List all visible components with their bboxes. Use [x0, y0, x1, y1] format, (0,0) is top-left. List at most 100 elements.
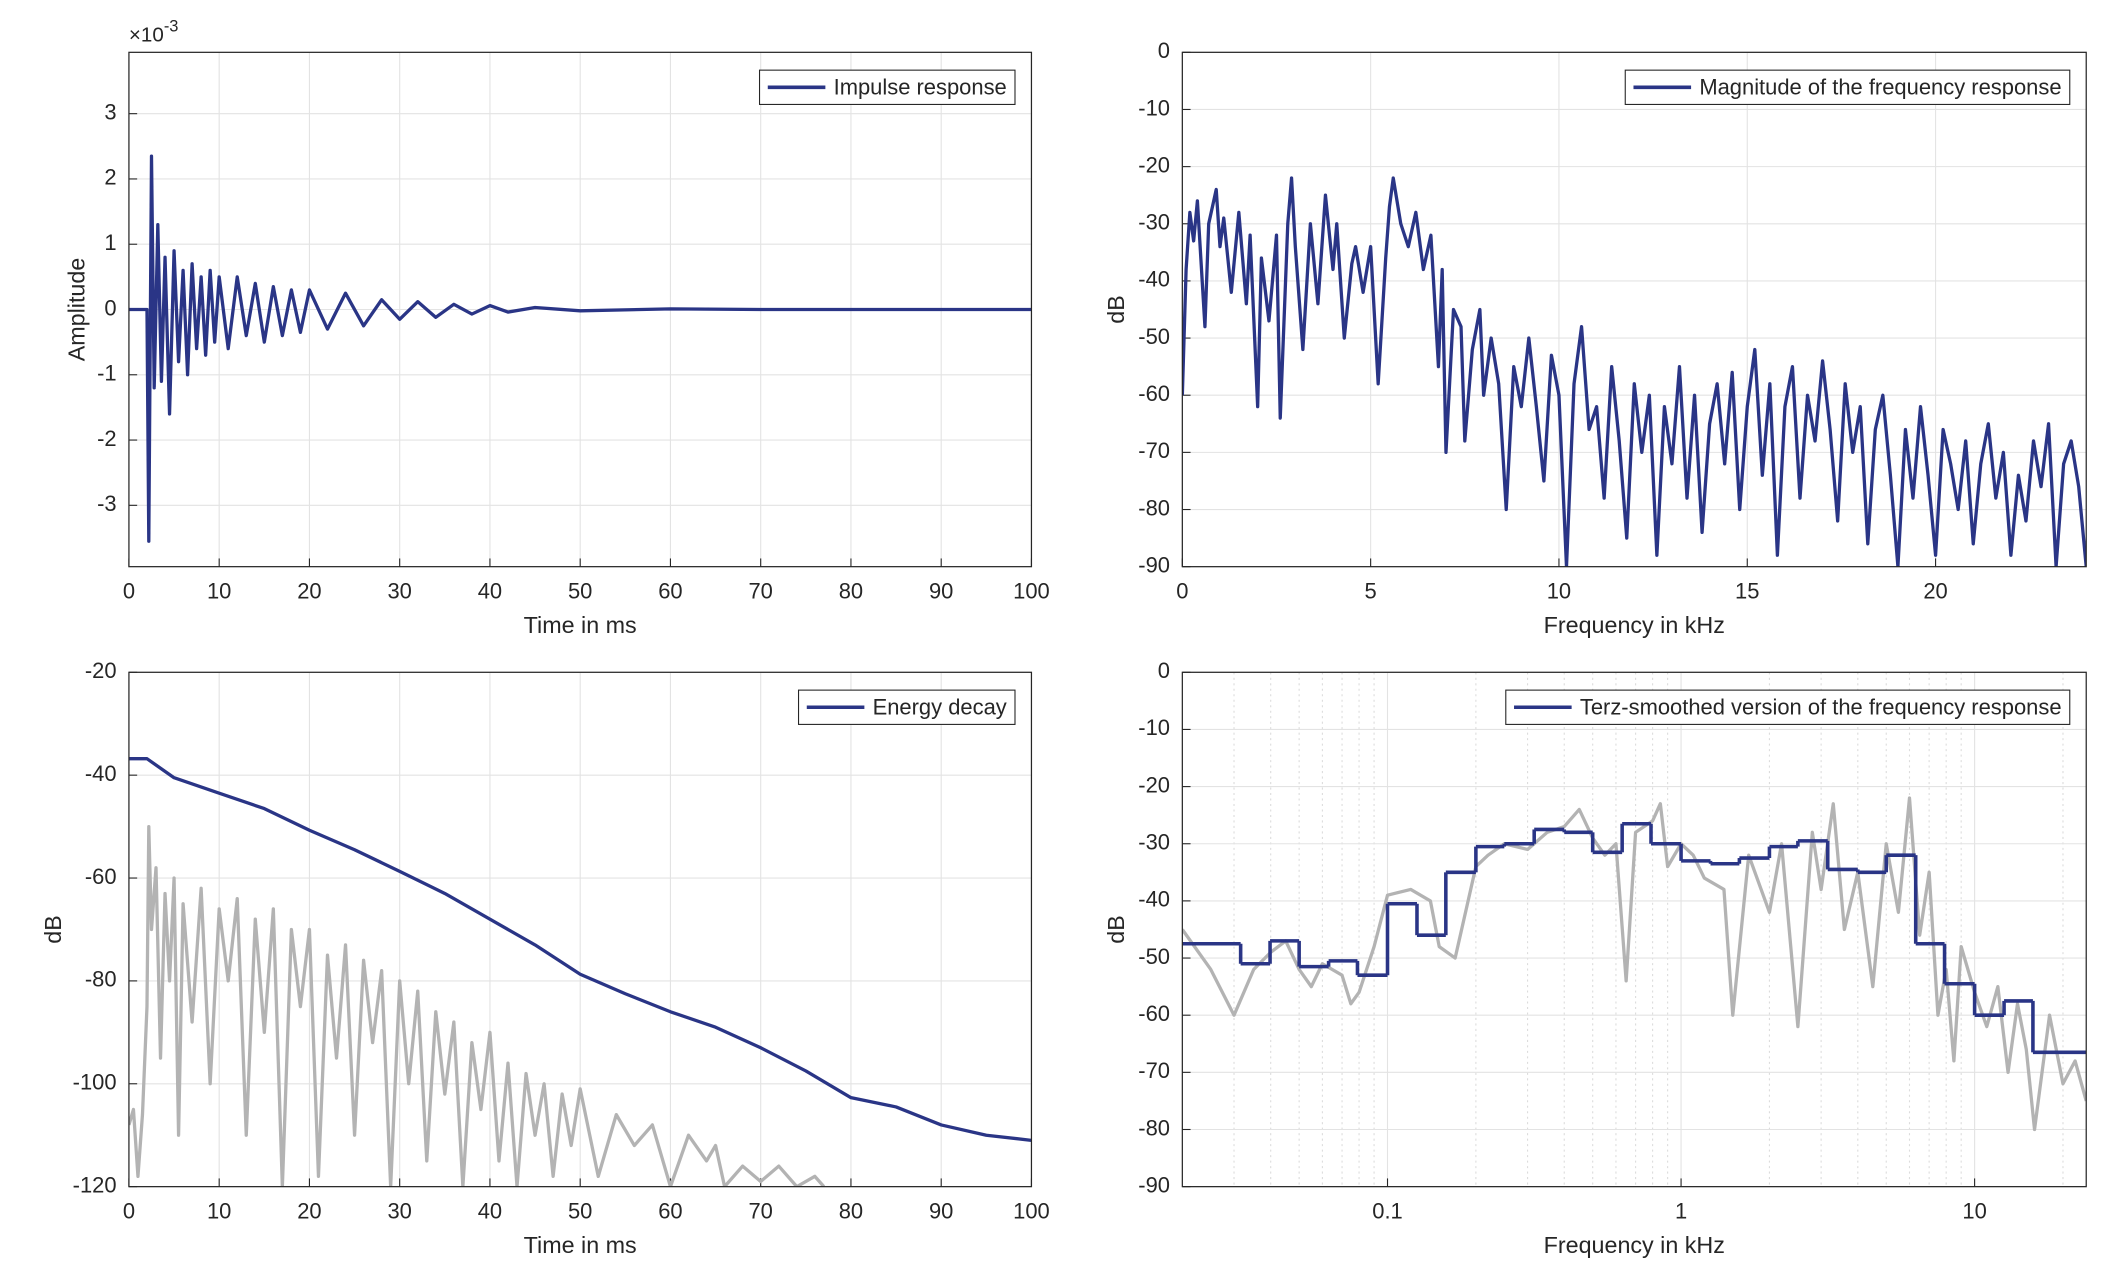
x-axis-label: Time in ms — [524, 612, 637, 638]
legend-box — [1505, 689, 2071, 725]
x-tick-label: 30 — [387, 1199, 411, 1224]
subplot: -90 -80 -70 -60 -50 -40 -30 -20 -10 0 0 5 10 15 20 Magn… — [1103, 38, 2087, 638]
y-tick-label: 1 — [104, 230, 116, 255]
y-tick-label: 2 — [104, 165, 116, 190]
y-tick-label: -40 — [1138, 267, 1170, 292]
x-tick-label: 10 — [207, 1199, 231, 1224]
x-tick-label: 0 — [123, 1199, 135, 1224]
series-group — [1182, 176, 2087, 567]
subplot: -120 -100 -80 -60 -40 -20 0 10 20 30 40 50 60 70 80 90 1… — [40, 658, 1050, 1258]
y-tick-label: -10 — [1138, 95, 1170, 120]
x-tick-label: 10 — [207, 579, 231, 604]
x-tick-label: 80 — [839, 579, 863, 604]
axes-box — [128, 51, 1033, 568]
x-tick-label: 90 — [929, 1199, 953, 1224]
legend-label: Terz-smoothed version of the frequency r… — [1580, 694, 2062, 719]
x-tick-label: 15 — [1735, 579, 1759, 604]
y-tick-label: -20 — [1138, 772, 1170, 797]
y-tick-label: -100 — [73, 1070, 117, 1095]
y-tick-label: -3 — [97, 491, 117, 516]
series-line — [128, 154, 1032, 543]
legend-label: Impulse response — [834, 74, 1007, 99]
subplot: -90 -80 -70 -60 -50 -40 -30 -20 -10 0 0.1 1 10 Terz-s… — [1103, 658, 2087, 1258]
x-tick-label: 10 — [1962, 1199, 1986, 1224]
y-tick-label: -60 — [1138, 381, 1170, 406]
y-axis-label: dB — [1103, 915, 1129, 943]
y-tick-label: 0 — [1158, 38, 1170, 63]
y-tick-label: -10 — [1138, 715, 1170, 740]
x-tick-label: 5 — [1365, 579, 1377, 604]
x-tick-label: 50 — [568, 1199, 592, 1224]
exponent-power: -3 — [164, 18, 179, 36]
plot-area — [1182, 672, 2087, 1187]
legend-label: Energy decay — [873, 694, 1007, 719]
x-tick-label: 0.1 — [1372, 1199, 1402, 1224]
series-line — [1182, 796, 2087, 1132]
legend-box — [1624, 69, 2071, 105]
y-tick-label: -80 — [85, 967, 117, 992]
x-tick-label: 20 — [1923, 579, 1947, 604]
y-tick-label: 0 — [104, 295, 116, 320]
legend: Energy decay — [797, 689, 1016, 725]
legend: Impulse response — [758, 69, 1016, 105]
x-tick-label: 0 — [1176, 579, 1188, 604]
legend: Magnitude of the frequency response — [1624, 69, 2071, 105]
x-tick-label: 20 — [297, 579, 321, 604]
legend-label: Magnitude of the frequency response — [1699, 74, 2061, 99]
x-tick-label: 40 — [478, 1199, 502, 1224]
x-tick-label: 70 — [748, 1199, 772, 1224]
y-tick-label: 0 — [1158, 658, 1170, 683]
x-tick-label: 30 — [387, 579, 411, 604]
y-tick-label: -1 — [97, 361, 117, 386]
y-tick-label: -120 — [73, 1172, 117, 1197]
x-tick-label: 90 — [929, 579, 953, 604]
plot-area — [1182, 52, 2087, 567]
x-tick-label: 50 — [568, 579, 592, 604]
y-tick-label: -90 — [1138, 1172, 1170, 1197]
axes-box — [1181, 51, 2087, 568]
x-tick-label: 10 — [1547, 579, 1571, 604]
x-tick-label: 80 — [839, 1199, 863, 1224]
y-axis-label: Amplitude — [63, 258, 89, 362]
y-tick-label: -30 — [1138, 210, 1170, 235]
axes-box — [1181, 671, 2087, 1188]
y-tick-label: -70 — [1138, 1058, 1170, 1083]
x-axis-label: Time in ms — [524, 1232, 637, 1258]
x-tick-label: 100 — [1013, 1199, 1050, 1224]
series-line — [128, 757, 1032, 1142]
y-tick-label: -80 — [1138, 1115, 1170, 1140]
y-exponent: ×10-3 — [129, 18, 179, 47]
y-tick-label: -60 — [1138, 1001, 1170, 1026]
series-line — [128, 824, 826, 1187]
y-tick-label: -50 — [1138, 324, 1170, 349]
x-tick-label: 1 — [1675, 1199, 1687, 1224]
x-axis-label: Frequency in kHz — [1544, 612, 1725, 638]
series-group — [1182, 796, 2087, 1132]
y-tick-label: -50 — [1138, 944, 1170, 969]
x-tick-label: 20 — [297, 1199, 321, 1224]
y-tick-label: -70 — [1138, 438, 1170, 463]
y-tick-label: -2 — [97, 426, 117, 451]
y-tick-label: -20 — [85, 658, 117, 683]
x-tick-label: 100 — [1013, 579, 1050, 604]
y-tick-label: -30 — [1138, 830, 1170, 855]
axes-box — [128, 671, 1033, 1188]
y-tick-label: -80 — [1138, 495, 1170, 520]
y-axis-label: dB — [1103, 295, 1129, 323]
series-group — [128, 757, 1032, 1187]
legend: Terz-smoothed version of the frequency r… — [1505, 689, 2071, 725]
y-tick-label: -90 — [1138, 552, 1170, 577]
x-tick-label: 60 — [658, 579, 682, 604]
y-tick-label: -20 — [1138, 152, 1170, 177]
x-tick-label: 60 — [658, 1199, 682, 1224]
x-tick-label: 0 — [123, 579, 135, 604]
y-axis-label: dB — [40, 915, 66, 943]
series-line — [1182, 176, 2087, 567]
x-tick-label: 70 — [748, 579, 772, 604]
series-group — [128, 154, 1032, 543]
y-tick-label: 3 — [104, 99, 116, 124]
x-axis-label: Frequency in kHz — [1544, 1232, 1725, 1258]
